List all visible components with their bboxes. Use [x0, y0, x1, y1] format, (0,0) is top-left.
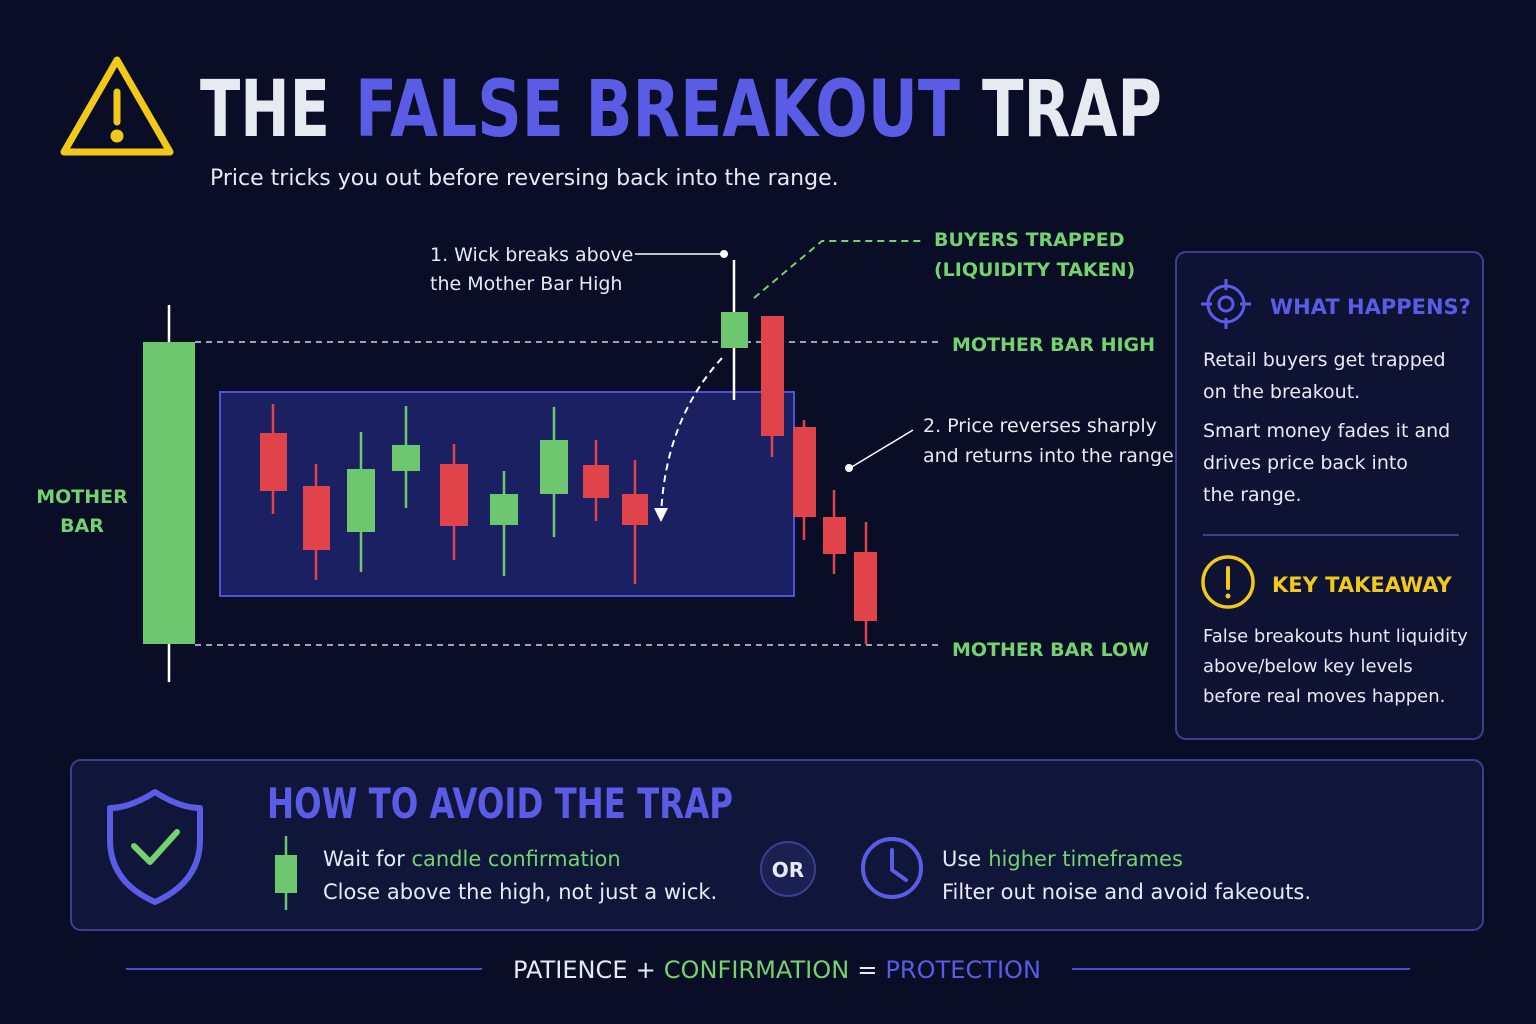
connectors — [635, 240, 925, 522]
text-line: and returns into the range — [923, 445, 1174, 467]
tip: Wait for candle confirmation — [323, 847, 621, 871]
text-line: PROTECTION — [885, 956, 1041, 984]
title-highlight: FALSE BREAKOUT — [355, 65, 960, 155]
text-line: the range. — [1203, 484, 1302, 506]
text-line: BAR — [60, 515, 104, 537]
level-label: MOTHER BAR LOW — [952, 639, 1149, 661]
text-line: 2. Price reverses sharply — [923, 415, 1157, 437]
text-line: Smart money fades it and — [1203, 420, 1450, 442]
panel-heading: WHAT HAPPENS? — [1270, 295, 1471, 319]
mother-bar-label: MOTHER BAR — [36, 486, 128, 537]
or-badge — [760, 841, 816, 897]
text-line: drives price back into — [1203, 452, 1408, 474]
text-line: MOTHER — [36, 486, 128, 508]
text-line: + — [636, 956, 656, 984]
text-line: 1. Wick breaks above — [430, 244, 633, 266]
side-panel — [1175, 251, 1484, 740]
text-line: PATIENCE — [513, 956, 628, 984]
tip: Use higher timeframes — [942, 847, 1183, 871]
text-line: Wait for — [323, 847, 405, 871]
text-line: = — [857, 956, 877, 984]
panel-text: Retail buyers get trapped on the breakout… — [1203, 349, 1450, 506]
title-part: THE — [200, 65, 330, 155]
text-line: False breakouts hunt liquidity — [1203, 626, 1468, 647]
annotation: 2. Price reverses sharply and returns int… — [923, 415, 1174, 467]
panel-heading: KEY TAKEAWAY — [1272, 573, 1452, 597]
text-line: candle confirmation — [411, 847, 620, 871]
target-icon — [1201, 279, 1251, 329]
panel-text: False breakouts hunt liquidity above/belo… — [1203, 626, 1468, 707]
text-line: on the breakout. — [1203, 381, 1360, 403]
candles — [143, 260, 877, 682]
text-line: higher timeframes — [988, 847, 1183, 871]
shield-icon — [107, 789, 203, 905]
text-line: BUYERS TRAPPED — [934, 229, 1124, 251]
footer-slogan: PATIENCE + CONFIRMATION = PROTECTION — [513, 956, 1041, 984]
text-line: CONFIRMATION — [664, 956, 849, 984]
subtitle: Price tricks you out before reversing ba… — [210, 166, 839, 191]
title-part: TRAP — [982, 65, 1162, 155]
text-line: before real moves happen. — [1203, 686, 1445, 707]
annotation: BUYERS TRAPPED (LIQUIDITY TAKEN) — [934, 229, 1135, 281]
warning-icon — [60, 56, 174, 156]
text-line: Retail buyers get trapped — [1203, 349, 1446, 371]
or-label: OR — [772, 858, 804, 882]
avoid-heading: HOW TO AVOID THE TRAP — [267, 779, 733, 828]
level-label: MOTHER BAR HIGH — [952, 334, 1155, 356]
alert-icon — [1201, 555, 1255, 609]
tip-detail: Close above the high, not just a wick. — [323, 880, 717, 904]
annotation: 1. Wick breaks above the Mother Bar High — [430, 244, 633, 295]
text-line: the Mother Bar High — [430, 273, 622, 295]
text-line: above/below key levels — [1203, 656, 1413, 677]
text-line: Use — [942, 847, 981, 871]
clock-icon — [861, 837, 923, 899]
tip-detail: Filter out noise and avoid fakeouts. — [942, 880, 1311, 904]
text-line: (LIQUIDITY TAKEN) — [934, 259, 1135, 281]
candle-icon — [275, 836, 297, 910]
